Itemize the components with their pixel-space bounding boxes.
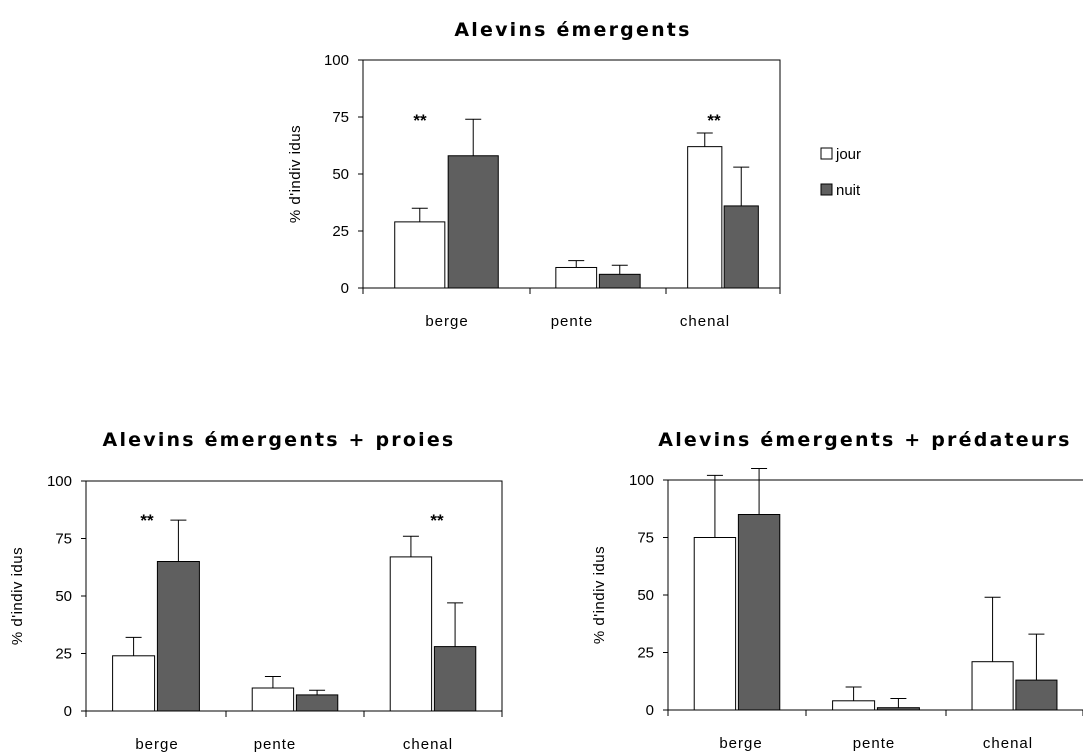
chart-title: Alevins émergents <box>454 19 691 41</box>
y-tick-label: 0 <box>341 280 349 297</box>
bar-jour-chenal <box>389 556 433 712</box>
category-label-berge: berge <box>719 735 762 752</box>
bar-nuit-chenal <box>723 205 759 289</box>
y-tick-label: 0 <box>646 702 654 719</box>
y-tick-label: 25 <box>55 646 72 663</box>
bar-jour-berge <box>112 655 156 712</box>
category-label-berge: berge <box>135 736 178 753</box>
category-label-chenal: chenal <box>983 735 1033 752</box>
category-label-chenal: chenal <box>680 313 730 330</box>
y-tick-label: 0 <box>64 703 72 720</box>
chart-panel-1: Alevins émergents 0 25 50 75 100 % d'indiv idu… <box>287 19 781 330</box>
y-tick-label: 75 <box>637 530 654 547</box>
y-tick-label: 50 <box>637 587 654 604</box>
y-tick-label: 50 <box>55 588 72 605</box>
chart-title: Alevins émergents + prédateurs <box>658 429 1071 451</box>
y-tick-label: 100 <box>324 52 349 69</box>
category-label-pente: pente <box>254 736 297 753</box>
significance-marker: ** <box>707 111 721 130</box>
bar-nuit-pente <box>295 694 339 712</box>
bar-jour-pente <box>251 687 295 712</box>
chart-title: Alevins émergents + proies <box>103 429 456 451</box>
bar-jour-berge <box>693 537 737 711</box>
chart-panel-3: Alevins émergents + prédateurs 0 25 50 75 100… <box>591 429 1083 752</box>
category-label-pente: pente <box>853 735 896 752</box>
significance-marker: ** <box>140 511 154 530</box>
bar-jour-chenal <box>971 661 1014 711</box>
legend-label-jour: jour <box>835 146 861 163</box>
bar-nuit-chenal <box>1015 679 1058 711</box>
bar-nuit-berge <box>737 514 781 711</box>
bar-jour-chenal <box>687 146 723 289</box>
y-tick-label: 100 <box>47 473 72 490</box>
y-axis-label: % d'indiv idus <box>9 547 26 645</box>
bar-jour-pente <box>832 700 876 711</box>
bar-jour-berge <box>394 221 446 289</box>
bar-jour-pente <box>555 266 598 289</box>
legend: jour nuit <box>820 146 861 199</box>
significance-marker: ** <box>430 511 444 530</box>
bar-nuit-berge <box>156 561 200 712</box>
y-tick-label: 75 <box>332 109 349 126</box>
category-label-chenal: chenal <box>403 736 453 753</box>
chart-panel-2: Alevins émergents + proies 0 25 50 75 100 % d'… <box>9 429 503 753</box>
bar-nuit-berge <box>447 155 499 289</box>
bar-nuit-chenal <box>433 646 477 712</box>
y-axis-label: % d'indiv idus <box>591 546 608 644</box>
bar-nuit-pente <box>598 273 641 289</box>
y-tick-label: 100 <box>629 472 654 489</box>
legend-swatch-nuit <box>820 183 833 196</box>
bar-nuit-pente <box>876 707 920 711</box>
legend-swatch-jour <box>820 147 833 160</box>
significance-marker: ** <box>413 111 427 130</box>
y-tick-label: 25 <box>637 645 654 662</box>
y-tick-label: 50 <box>332 166 349 183</box>
category-label-pente: pente <box>551 313 594 330</box>
legend-label-nuit: nuit <box>836 182 861 199</box>
y-tick-label: 25 <box>332 223 349 240</box>
y-axis-label: % d'indiv idus <box>287 125 304 223</box>
category-label-berge: berge <box>425 313 468 330</box>
y-tick-label: 75 <box>55 531 72 548</box>
